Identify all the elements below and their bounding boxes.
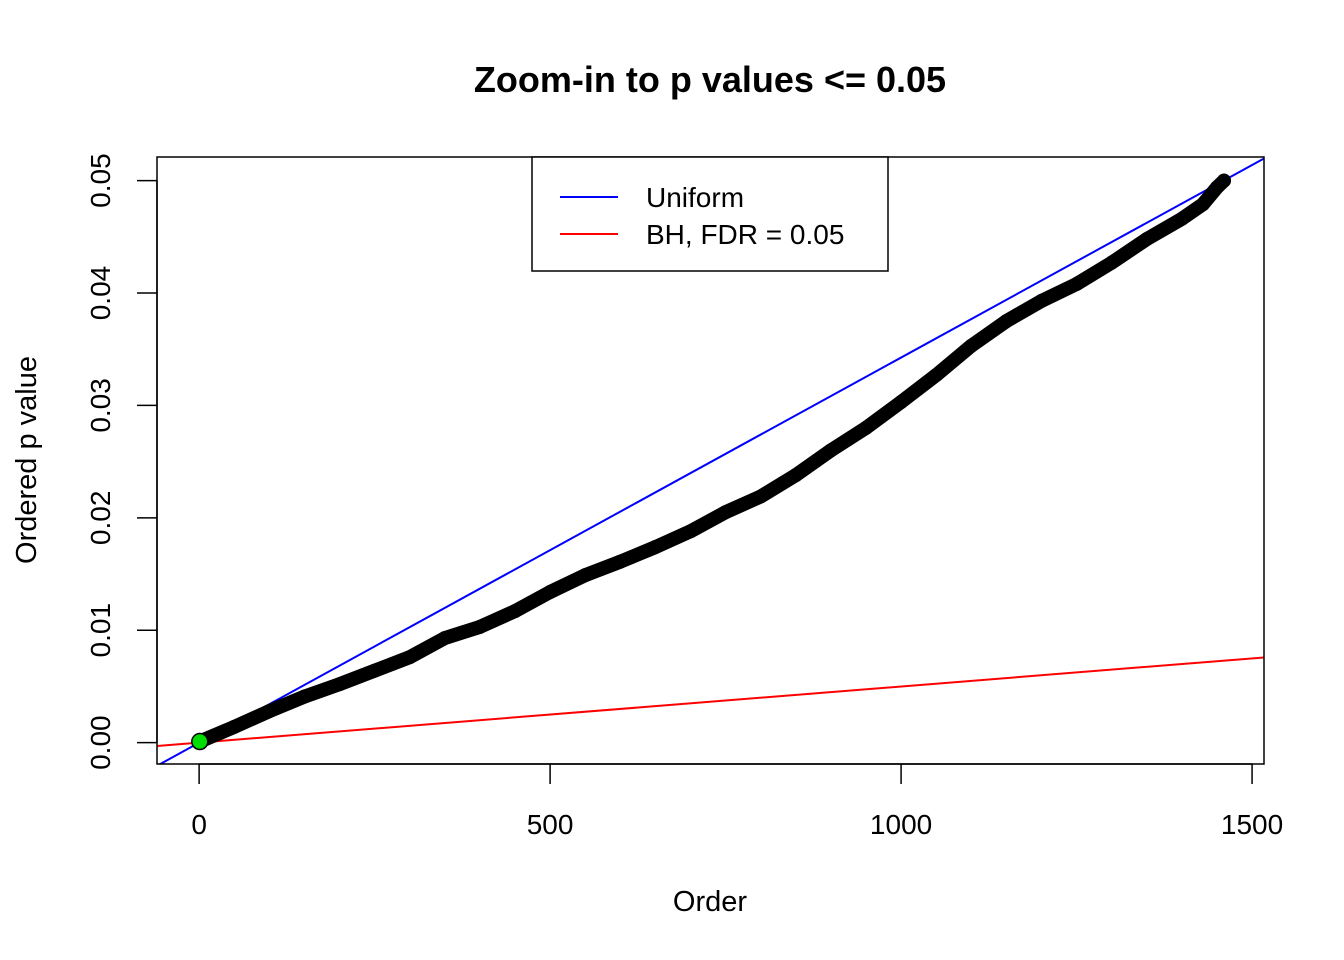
x-tick-label: 1000 <box>870 809 932 840</box>
p-value-point <box>1139 232 1154 247</box>
p-value-point <box>894 395 909 410</box>
p-value-point <box>929 368 944 383</box>
p-value-point <box>648 540 663 555</box>
p-value-point <box>1034 293 1049 308</box>
p-value-point <box>367 663 382 678</box>
y-axis-label: Ordered p value <box>11 356 43 564</box>
x-tick-label: 1500 <box>1221 809 1283 840</box>
p-value-point <box>1195 197 1210 212</box>
p-value-point <box>332 677 347 692</box>
p-value-point <box>999 314 1014 329</box>
p-value-point <box>718 505 733 520</box>
p-value-point <box>1104 255 1119 270</box>
p-value-point <box>753 489 768 504</box>
p-value-point <box>858 420 873 435</box>
y-tick-label: 0.05 <box>85 153 116 208</box>
legend-label-bh: BH, FDR = 0.05 <box>646 219 844 250</box>
y-axis: 0.00 0.01 0.02 0.03 0.04 0.05 <box>85 153 158 770</box>
p-value-point <box>613 554 628 569</box>
p-value-point <box>1174 211 1189 226</box>
p-value-point <box>262 704 277 719</box>
p-value-point <box>788 468 803 483</box>
legend-box <box>531 156 889 272</box>
y-tick-label: 0.00 <box>85 715 116 770</box>
y-tick-label: 0.03 <box>85 378 116 433</box>
p-value-point <box>227 719 242 734</box>
x-tick-label: 0 <box>191 809 207 840</box>
x-axis-label: Order <box>673 886 747 918</box>
p-value-point <box>964 338 979 353</box>
uniform-line <box>158 157 1264 764</box>
p-value-point <box>578 568 593 583</box>
p-value-point <box>683 524 698 539</box>
p-value-point <box>508 604 523 619</box>
p-value-point <box>402 650 417 665</box>
p-value-point <box>297 689 312 704</box>
p-value-point <box>823 443 838 458</box>
legend: Uniform BH, FDR = 0.05 <box>531 156 889 272</box>
legend-label-uniform: Uniform <box>646 182 744 213</box>
y-tick-label: 0.04 <box>85 266 116 321</box>
y-tick-label: 0.01 <box>85 603 116 658</box>
p-value-point <box>1069 277 1084 292</box>
significant-point <box>191 732 209 751</box>
p-value-point <box>543 585 558 600</box>
y-tick-label: 0.02 <box>85 491 116 546</box>
chart-title: Zoom-in to p values <= 0.05 <box>474 59 946 100</box>
x-tick-label: 500 <box>527 809 574 840</box>
bh-line <box>157 656 1264 748</box>
p-value-point <box>437 631 452 646</box>
x-axis: 0 500 1000 1500 <box>191 763 1283 840</box>
p-value-point <box>1216 173 1231 188</box>
p-value-point <box>472 619 487 634</box>
